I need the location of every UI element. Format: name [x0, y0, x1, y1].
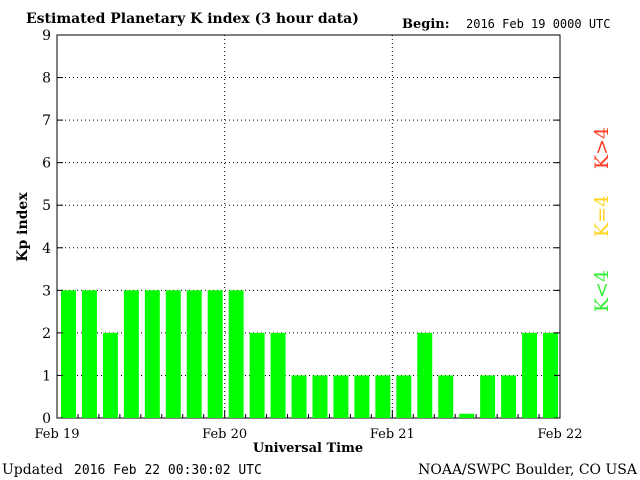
plot-frame [56, 34, 561, 419]
x-tick-label: Feb 22 [538, 427, 583, 442]
y-axis-label: Kp index [15, 192, 31, 262]
x-tick-label: Feb 19 [35, 427, 80, 442]
y-tick-label: 2 [42, 326, 51, 342]
kp-bar [375, 375, 391, 418]
updated-label: Updated [2, 462, 63, 478]
kp-bar [102, 332, 118, 418]
kp-bar [480, 375, 496, 418]
kp-bar [81, 290, 97, 418]
chart-title: Estimated Planetary K index (3 hour data… [26, 11, 359, 27]
kp-bar [270, 332, 286, 418]
kp-bar [543, 332, 558, 418]
kp-bar [396, 375, 412, 418]
x-tick-label: Feb 20 [202, 427, 247, 442]
kp-bar [501, 375, 517, 418]
y-tick-label: 4 [42, 241, 51, 257]
legend-k-high: K>4 [591, 127, 613, 169]
credit-text: NOAA/SWPC Boulder, CO USA [418, 462, 638, 478]
kp-bar [144, 290, 160, 418]
y-tick-label: 0 [42, 411, 51, 427]
legend-k-low: K<4 [591, 270, 613, 312]
kp-bar [291, 375, 307, 418]
y-tick-label: 3 [42, 283, 51, 299]
kp-bar [61, 290, 76, 418]
y-axis-ticks: 0 1 2 3 4 5 6 7 8 9 [42, 28, 560, 427]
kp-bar [438, 375, 454, 418]
y-tick-label: 5 [42, 198, 51, 214]
x-axis-label: Universal Time [253, 441, 363, 456]
begin-value: 2016 Feb 19 0000 UTC [466, 17, 611, 31]
kp-bar [207, 290, 223, 418]
kp-bar [522, 332, 538, 418]
kp-bar [186, 290, 202, 418]
kp-bar [249, 332, 265, 418]
kp-bar [228, 290, 244, 418]
y-tick-label: 7 [42, 113, 51, 129]
y-tick-label: 1 [42, 368, 51, 384]
kp-bar [312, 375, 328, 418]
y-tick-label: 6 [42, 156, 51, 172]
begin-label: Begin: [402, 17, 450, 32]
kp-bar [417, 332, 433, 418]
updated-value: 2016 Feb 22 00:30:02 UTC [74, 463, 262, 478]
kp-bars [61, 290, 558, 418]
kp-bar [165, 290, 181, 418]
kp-bar [459, 413, 475, 418]
kp-bar [354, 375, 370, 418]
y-tick-label: 9 [42, 28, 51, 44]
kp-bar [123, 290, 139, 418]
legend-k-equal: K=4 [591, 195, 613, 237]
y-tick-label: 8 [42, 71, 51, 87]
kp-bar [333, 375, 349, 418]
x-axis-ticks: Feb 19 Feb 20 Feb 21 Feb 22 [35, 410, 583, 442]
x-tick-label: Feb 21 [370, 427, 415, 442]
